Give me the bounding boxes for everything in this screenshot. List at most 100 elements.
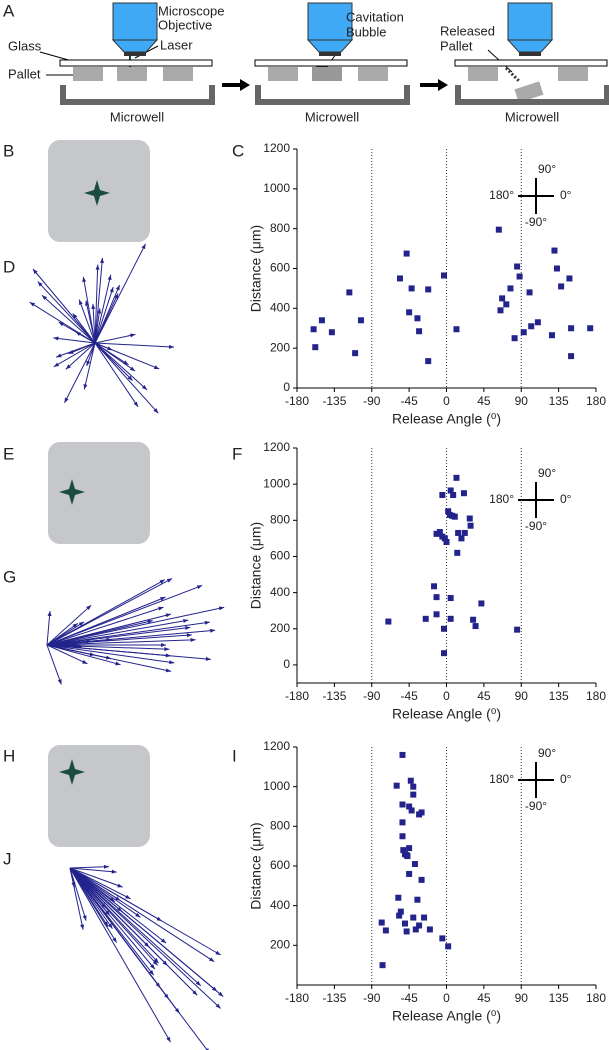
release-vector-head [218, 606, 225, 611]
release-vector-head [174, 1008, 180, 1014]
diagram-label: Bubble [346, 24, 386, 39]
release-vector [94, 342, 129, 366]
y-tick-label: 800 [270, 819, 290, 833]
release-vector-head [112, 937, 117, 943]
release-vector-head [109, 287, 114, 293]
x-tick-label: -135 [322, 689, 346, 703]
data-point [404, 853, 411, 860]
data-point [416, 328, 423, 335]
release-vector-head [80, 924, 85, 930]
release-vector-head [152, 960, 158, 966]
release-vector-head [149, 969, 154, 976]
compass-label: 180° [489, 772, 514, 786]
diagram-label: Microwell [305, 109, 359, 124]
panel-label: I [232, 746, 237, 765]
data-point [408, 807, 415, 814]
release-vector [53, 342, 96, 368]
y-tick-label: 1200 [263, 141, 290, 155]
release-vector-head [141, 243, 146, 250]
release-vector-head [183, 618, 189, 623]
data-point [441, 650, 448, 657]
data-point [414, 896, 421, 903]
release-vector [69, 867, 224, 997]
x-axis-title: Release Angle (⁰) [392, 1008, 501, 1024]
release-vector [69, 867, 163, 922]
release-path [504, 66, 522, 84]
release-vector-head [160, 938, 167, 944]
x-axis-title: Release Angle (⁰) [392, 706, 501, 722]
y-tick-label: 0 [283, 657, 290, 671]
compass-label: 0° [560, 188, 572, 202]
release-vector-head [159, 579, 165, 584]
release-vector-head [129, 366, 136, 372]
data-point [393, 782, 400, 789]
compass-label: -90° [525, 519, 547, 533]
data-point [310, 326, 317, 333]
panel-label: B [3, 141, 14, 160]
release-vector-head [103, 864, 109, 869]
data-point [461, 529, 468, 536]
release-vector [69, 867, 117, 873]
data-point [503, 301, 510, 308]
release-vector [94, 286, 114, 344]
data-point [455, 529, 462, 536]
pallet [268, 67, 298, 81]
release-vector-head [133, 401, 139, 407]
release-vector-head [156, 916, 162, 921]
release-vector-head [165, 613, 171, 618]
data-point [511, 335, 518, 342]
release-vector [41, 294, 96, 344]
data-point [407, 777, 414, 784]
data-point [399, 801, 406, 808]
release-vector-head [205, 656, 211, 661]
compass-label: -90° [525, 799, 547, 813]
release-vector-head [210, 628, 216, 633]
release-vector [94, 342, 175, 348]
release-vector-head [56, 353, 62, 358]
panel-label: F [232, 444, 242, 463]
data-point [421, 914, 428, 921]
data-point [514, 626, 521, 633]
release-vector [69, 867, 87, 921]
data-point [447, 595, 454, 602]
data-point [526, 289, 533, 296]
release-vector [69, 867, 141, 918]
diagram-label: Laser [160, 37, 193, 52]
release-vector [94, 264, 99, 344]
x-tick-label: -45 [400, 689, 418, 703]
diagram-label: Objective [158, 17, 212, 32]
release-vector-head [153, 408, 159, 414]
release-vector-head [109, 897, 115, 902]
release-vector-head [32, 269, 38, 275]
data-point [399, 833, 406, 840]
release-vector [94, 243, 146, 344]
data-point [587, 325, 594, 332]
release-vector [69, 867, 155, 976]
data-point [436, 529, 443, 536]
x-tick-label: -90 [363, 394, 381, 408]
release-vector-head [57, 679, 62, 685]
data-point [439, 492, 446, 498]
diagram-label: Cavitation [346, 9, 404, 24]
release-vector [46, 623, 79, 646]
release-vector [46, 606, 225, 646]
x-tick-label: 180 [586, 689, 606, 703]
x-tick-label: 45 [477, 991, 491, 1005]
data-point [443, 539, 450, 545]
data-point [406, 309, 413, 316]
release-vector-head [166, 578, 173, 583]
release-vector-head [155, 982, 161, 988]
microwell [255, 85, 410, 105]
release-vector [46, 644, 62, 685]
data-point [534, 319, 541, 326]
release-vector-head [168, 344, 174, 349]
release-vector [46, 604, 92, 646]
step-arrow-head [240, 79, 250, 91]
release-vector-head [195, 980, 201, 986]
diagram-label: Glass [8, 38, 42, 53]
data-point [410, 791, 417, 798]
data-point [312, 344, 319, 351]
diagram-label: Microwell [505, 109, 559, 124]
x-tick-label: 45 [477, 394, 491, 408]
